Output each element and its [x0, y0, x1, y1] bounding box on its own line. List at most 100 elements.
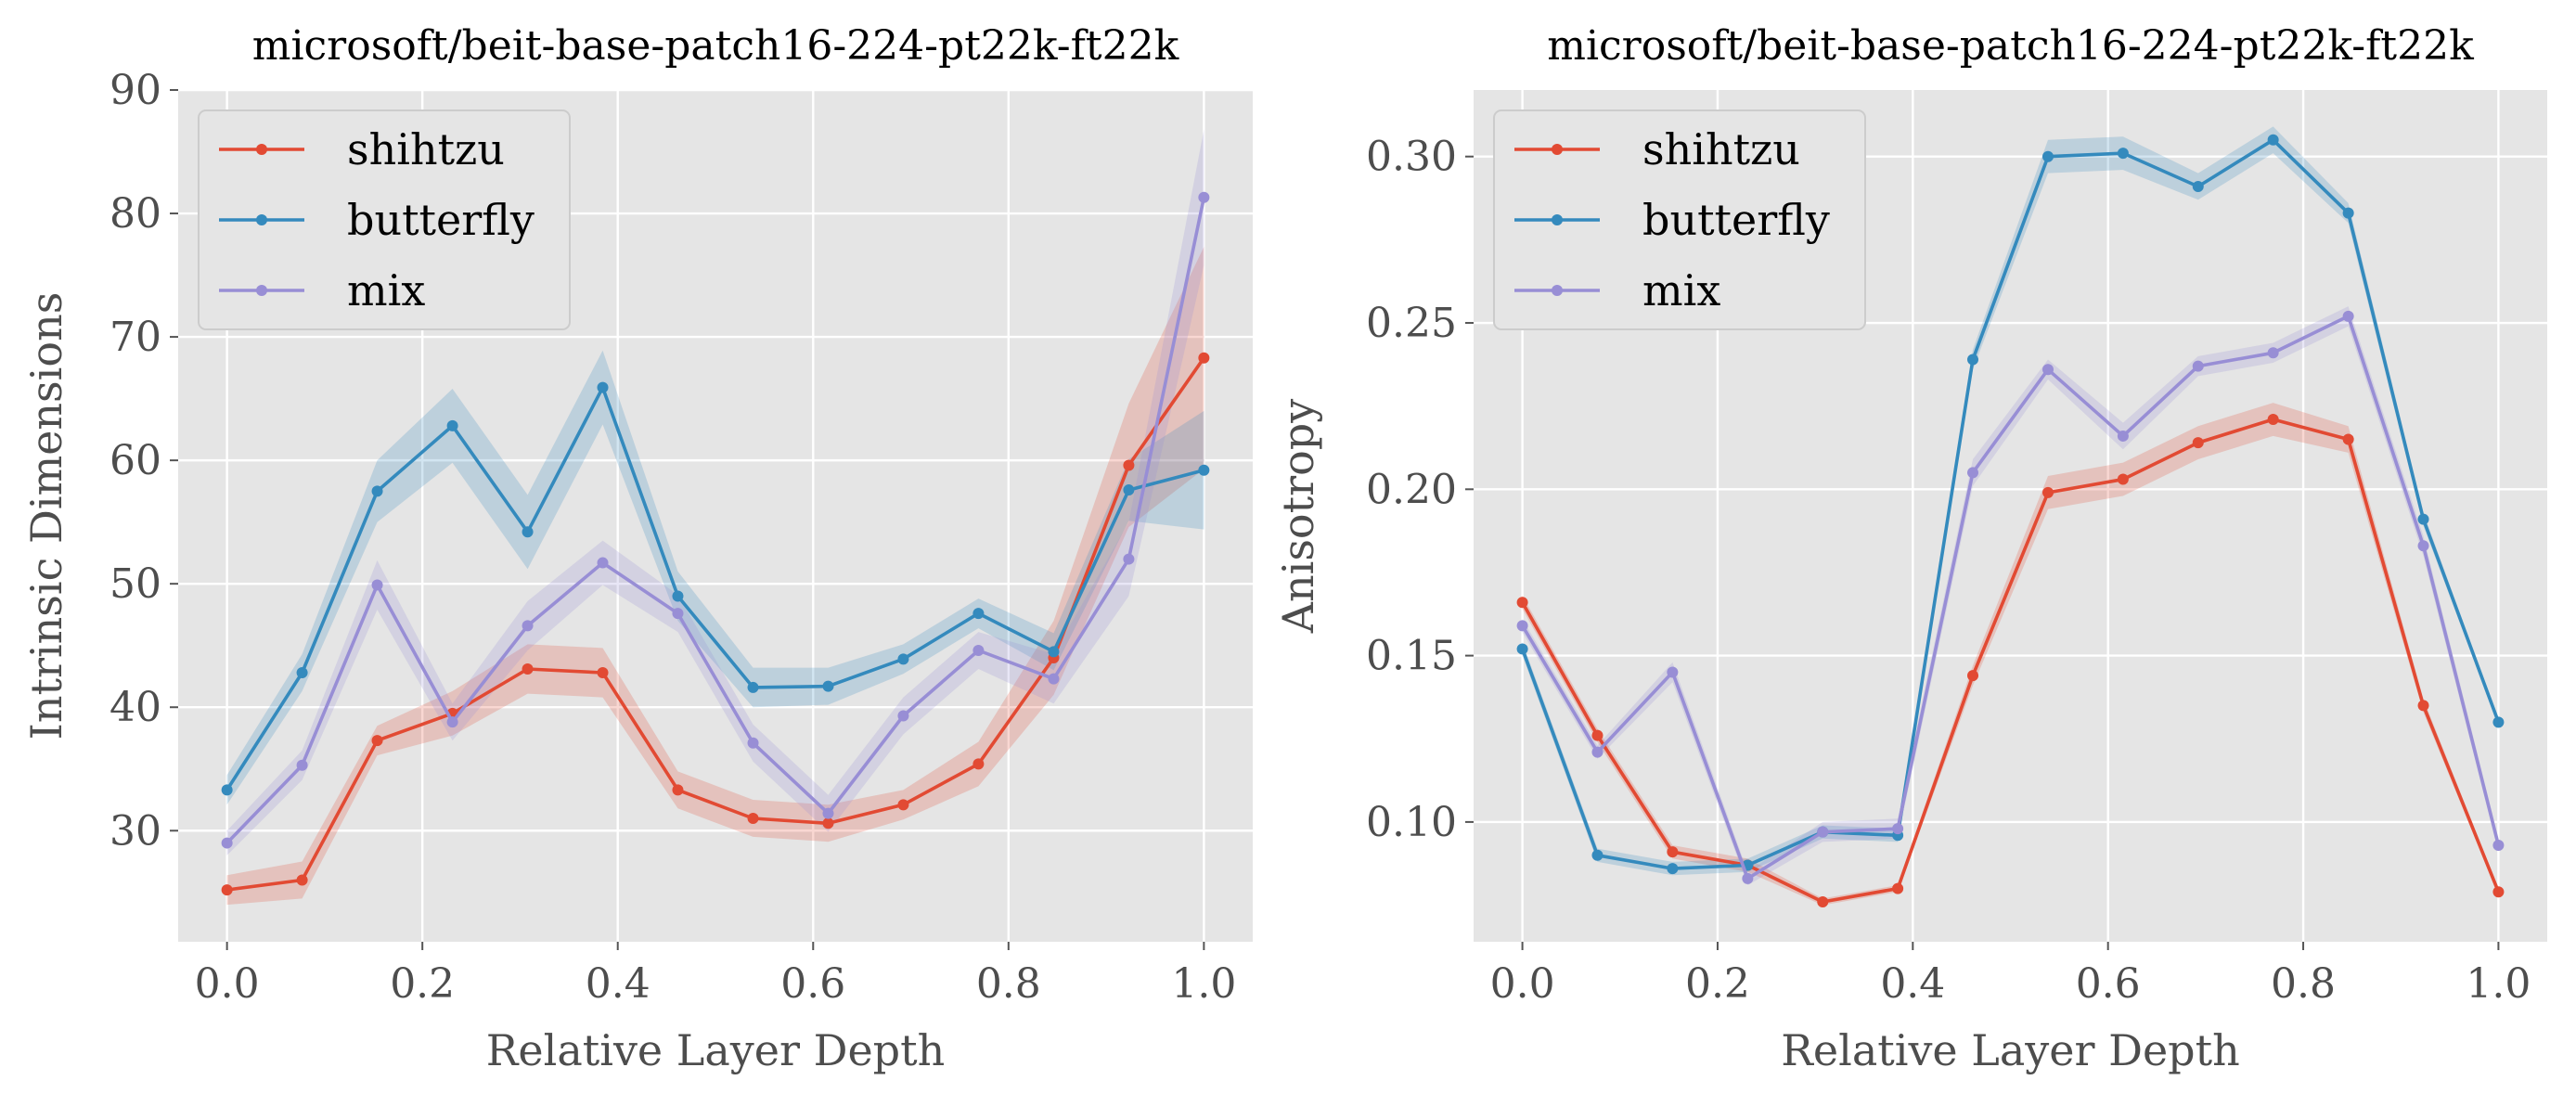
point-butterfly [1198, 464, 1210, 476]
point-mix [1817, 826, 1829, 838]
point-butterfly [1048, 646, 1060, 658]
series-lines [221, 191, 1210, 896]
y-axis-label: Intrinsic Dimensions [21, 292, 71, 740]
point-mix [1048, 673, 1060, 685]
point-mix [221, 837, 233, 849]
legend-marker-butterfly [1552, 214, 1563, 225]
point-shihtzu [1667, 846, 1679, 858]
y-tick-label: 60 [109, 437, 161, 484]
point-mix [2041, 364, 2054, 376]
point-mix [2192, 360, 2204, 372]
x-tick-label: 0.0 [1490, 960, 1555, 1008]
right-chart-anisotropy: 0.0 0.2 0.4 0.6 0.8 1.0 0.10 0.15 0.20 0.25 0.30 m… [1273, 22, 2547, 1075]
point-shihtzu [2117, 473, 2129, 485]
y-tick-label: 0.30 [1366, 134, 1457, 181]
point-mix [1967, 467, 1979, 479]
point-butterfly [522, 526, 534, 538]
point-shihtzu [747, 812, 759, 824]
series-lines [1516, 134, 2505, 907]
y-tick-label: 40 [109, 684, 161, 731]
x-tick-label: 0.0 [195, 960, 260, 1008]
point-butterfly [2342, 207, 2354, 219]
point-butterfly [1123, 484, 1135, 496]
point-shihtzu [2041, 486, 2054, 498]
point-shihtzu [597, 666, 609, 678]
point-butterfly [972, 608, 985, 620]
point-butterfly [822, 680, 834, 692]
x-tick-label: 0.4 [1880, 960, 1945, 1008]
y-tick-label: 0.20 [1366, 466, 1457, 513]
band-mix [226, 129, 1204, 855]
legend-label-shihtzu: shihtzu [1642, 124, 1800, 174]
legend-marker-shihtzu [256, 144, 267, 155]
point-butterfly [1516, 643, 1528, 655]
point-mix [897, 710, 909, 722]
legend-label-butterfly: butterfly [1642, 195, 1830, 245]
point-shihtzu [1967, 670, 1979, 682]
point-mix [2342, 310, 2354, 322]
point-shihtzu [822, 817, 834, 830]
point-mix [1892, 823, 1904, 835]
point-shihtzu [2342, 433, 2354, 445]
x-tick-label: 0.2 [1685, 960, 1750, 1008]
chart-title: microsoft/beit-base-patch16-224-pt22k-ft… [252, 22, 1179, 70]
point-butterfly [597, 381, 609, 393]
y-tick-label: 50 [109, 560, 161, 608]
legend-marker-mix [1552, 285, 1563, 296]
point-mix [2267, 347, 2279, 359]
point-shihtzu [1591, 729, 1604, 741]
legend-label-shihtzu: shihtzu [347, 124, 505, 174]
point-butterfly [747, 681, 759, 693]
x-axis-label: Relative Layer Depth [486, 1025, 945, 1075]
legend-frame [1493, 109, 1866, 330]
x-axis-label: Relative Layer Depth [1781, 1025, 2239, 1075]
gridlines [1474, 90, 2547, 942]
y-tick-label: 30 [109, 807, 161, 855]
y-tick-label: 70 [109, 314, 161, 361]
chart-title: microsoft/beit-base-patch16-224-pt22k-ft… [1547, 22, 2474, 70]
point-mix [522, 620, 534, 632]
point-mix [1742, 872, 1754, 884]
legend-marker-butterfly [256, 214, 267, 225]
band-butterfly [226, 350, 1204, 805]
point-shihtzu [522, 662, 534, 675]
left-chart-intrinsic-dimensions: 0.0 0.2 0.4 0.6 0.8 1.0 30 40 50 60 70 80 90 microso… [21, 22, 1253, 1075]
point-butterfly [2117, 148, 2129, 160]
tick-labels: 0.0 0.2 0.4 0.6 0.8 1.0 0.10 0.15 0.20 0.25 0.30 [1366, 134, 2531, 1008]
x-tick-label: 0.4 [586, 960, 650, 1008]
point-shihtzu [1123, 459, 1135, 471]
line-butterfly [1520, 138, 2501, 870]
point-mix [597, 557, 609, 569]
legend-label-mix: mix [347, 265, 425, 315]
point-butterfly [1667, 863, 1679, 875]
line-mix [225, 197, 1206, 844]
point-shihtzu [1198, 352, 1210, 364]
point-butterfly [1967, 354, 1979, 366]
legend: shihtzu butterfly mix [1493, 109, 1866, 330]
point-shihtzu [972, 758, 985, 770]
x-tick-label: 1.0 [2466, 960, 2531, 1008]
point-butterfly [1591, 849, 1604, 861]
point-butterfly [446, 419, 458, 431]
gridlines [178, 88, 1253, 942]
point-mix [1123, 553, 1135, 565]
point-mix [2492, 840, 2505, 852]
point-mix [822, 807, 834, 819]
point-butterfly [2267, 134, 2279, 146]
point-shihtzu [1892, 882, 1904, 894]
x-tick-label: 0.2 [390, 960, 455, 1008]
legend-label-mix: mix [1642, 265, 1720, 315]
y-tick-label: 0.15 [1366, 633, 1457, 680]
point-mix [296, 759, 308, 771]
x-tick-label: 1.0 [1171, 960, 1236, 1008]
point-shihtzu [672, 784, 684, 796]
point-shihtzu [1516, 597, 1528, 609]
point-mix [1198, 191, 1210, 203]
line-shihtzu [1521, 418, 2501, 904]
x-tick-label: 0.6 [2076, 960, 2141, 1008]
point-butterfly [897, 653, 909, 665]
point-mix [2117, 430, 2129, 442]
legend-label-butterfly: butterfly [347, 195, 535, 245]
legend-marker-mix [256, 285, 267, 296]
point-butterfly [2492, 716, 2505, 728]
